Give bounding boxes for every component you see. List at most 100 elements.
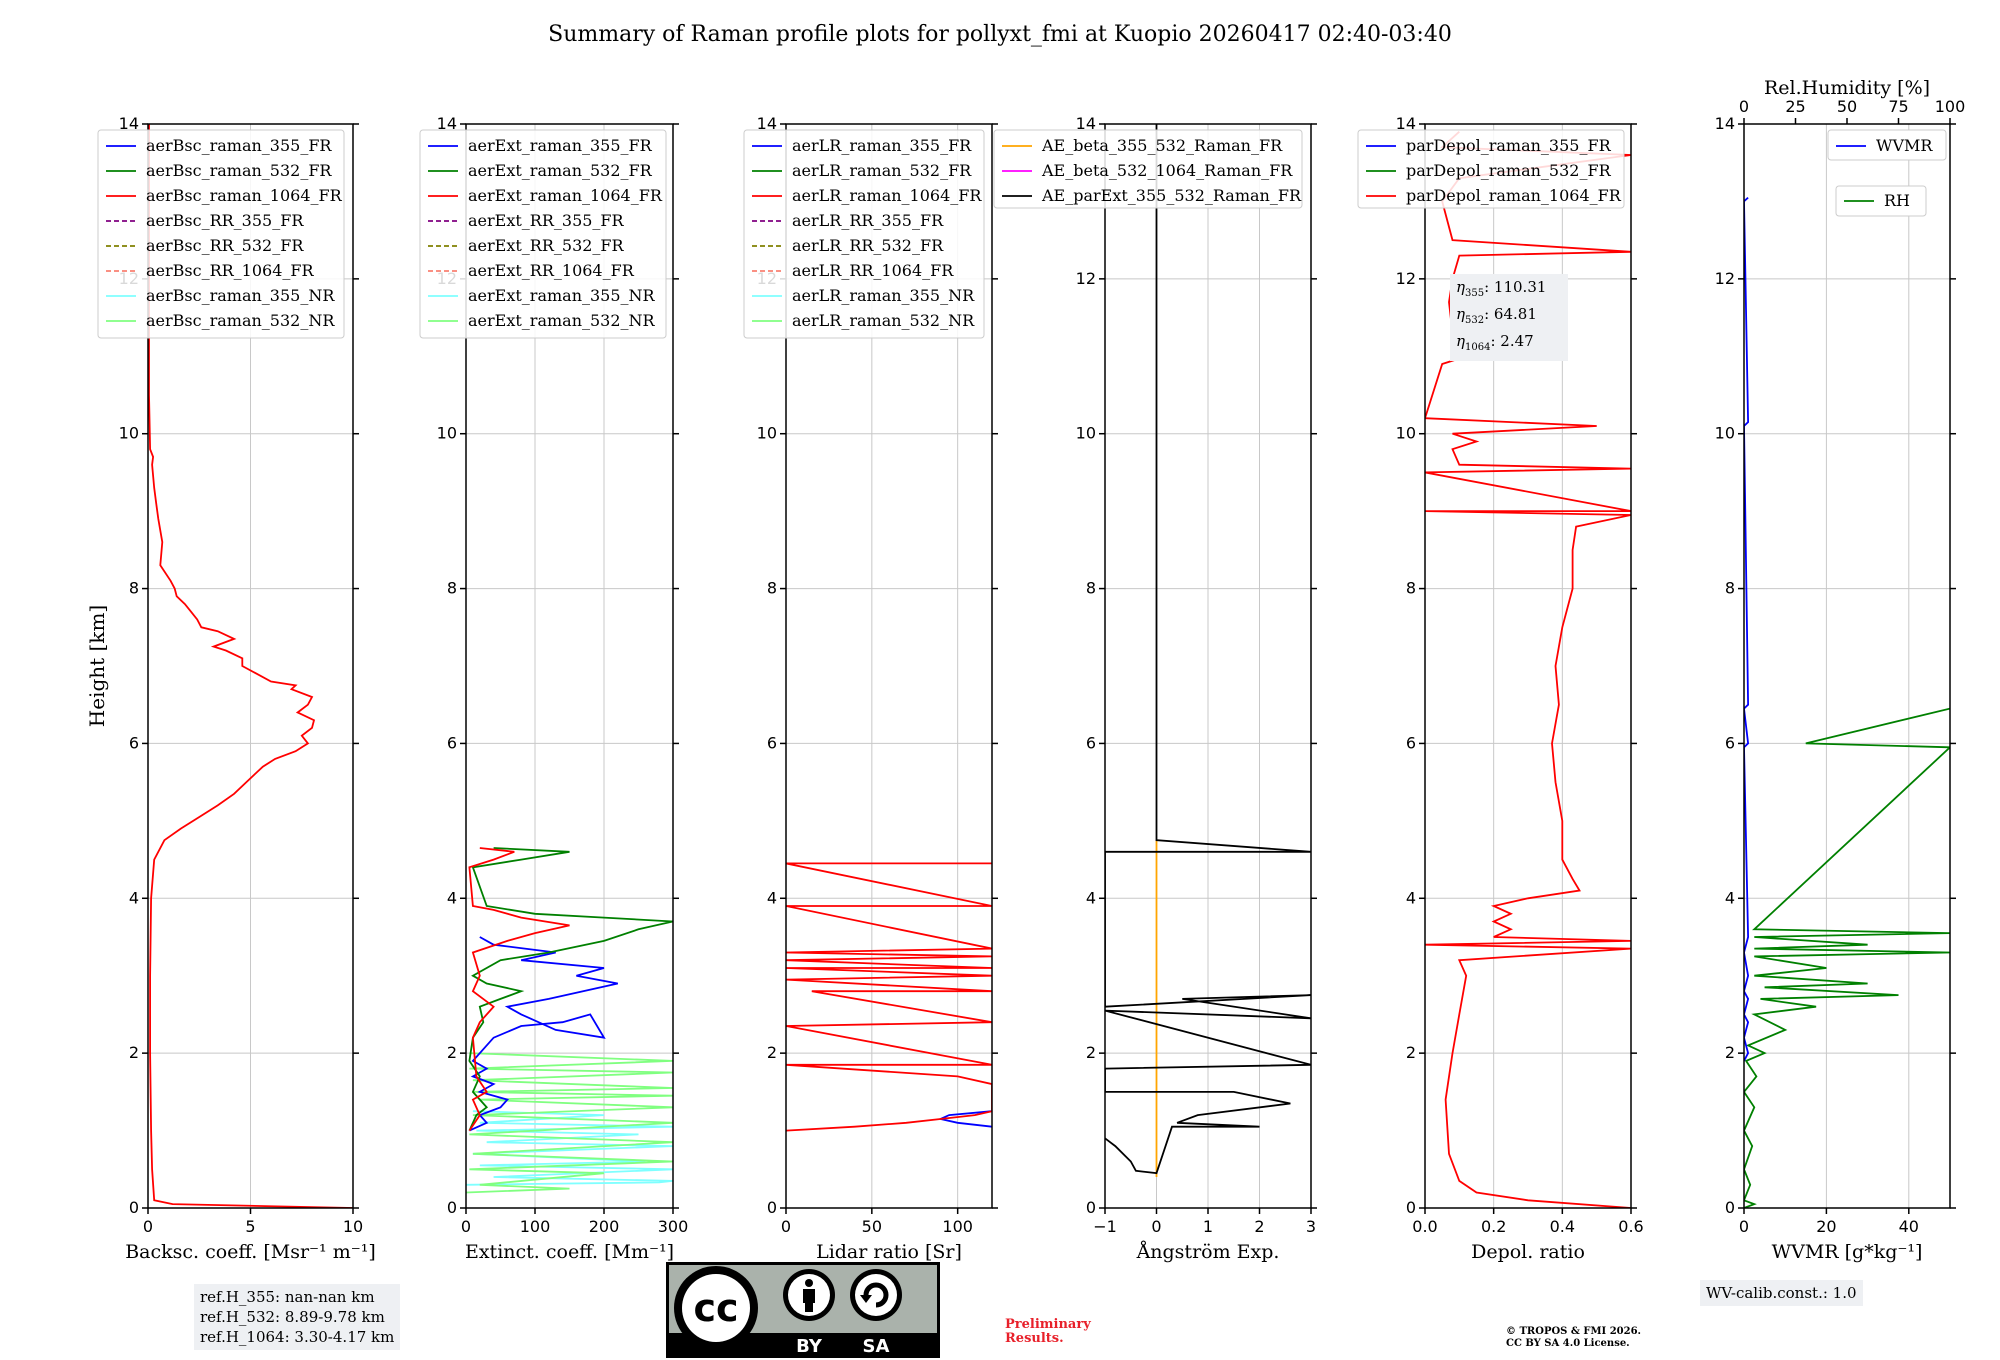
ref-height-532: ref.H_532: 8.89-9.78 km (200, 1308, 385, 1326)
legend-label: aerExt_raman_532_FR (468, 161, 653, 180)
y-tick-label: 12 (1076, 269, 1096, 288)
x-axis-label: Extinct. coeff. [Mm⁻¹] (465, 1241, 674, 1263)
series-line-AE_parExt_355_532_Raman_FR (1105, 124, 1311, 1175)
eta-355: η355: 110.31 (1456, 278, 1547, 299)
top-x-axis-label: Rel.Humidity [%] (1764, 77, 1930, 99)
legend-label: aerExt_RR_1064_FR (468, 261, 635, 280)
y-tick-label: 8 (1725, 579, 1735, 598)
legend-label: aerExt_RR_355_FR (468, 211, 625, 230)
y-tick-label: 8 (767, 579, 777, 598)
top-x-tick-label: 50 (1837, 97, 1857, 116)
legend-box (743, 129, 985, 339)
y-tick-label: 4 (129, 888, 139, 907)
legend-label: WVMR (1876, 136, 1933, 155)
y-tick-label: 2 (129, 1043, 139, 1062)
x-tick-label: −1 (1093, 1217, 1117, 1236)
y-tick-label: 6 (1086, 733, 1096, 752)
x-axis-label: Backsc. coeff. [Msr⁻¹ m⁻¹] (125, 1241, 376, 1263)
x-tick-label: 0.6 (1618, 1217, 1643, 1236)
x-axis-label: WVMR [g*kg⁻¹] (1772, 1241, 1923, 1263)
x-tick-label: 10 (343, 1217, 363, 1236)
y-tick-label: 6 (767, 733, 777, 752)
legend-box (993, 129, 1303, 209)
x-tick-label: 50 (862, 1217, 882, 1236)
axes-frame (785, 123, 993, 1209)
y-tick-label: 4 (1725, 888, 1735, 907)
x-tick-label: 3 (1306, 1217, 1316, 1236)
legend-label: aerBsc_raman_532_FR (146, 161, 332, 180)
series-line-RH (1744, 707, 1950, 1208)
legend-box-rh (1835, 185, 1927, 217)
y-tick-label: 6 (1406, 733, 1416, 752)
axes-frame (1743, 123, 1951, 1209)
y-tick-label: 2 (1406, 1043, 1416, 1062)
legend-label: AE_beta_355_532_Raman_FR (1041, 136, 1283, 155)
series-line-parDepol_raman_1064_FR (1425, 131, 1631, 1208)
series-line-aerLR_raman_1064_FR (786, 862, 992, 1132)
page-title: Summary of Raman profile plots for polly… (548, 22, 1452, 47)
legend-box (419, 129, 667, 339)
x-tick-label: 0 (1739, 1217, 1749, 1236)
axes-frame (1424, 123, 1632, 1209)
x-tick-label: 40 (1899, 1217, 1919, 1236)
legend-label: aerBsc_raman_355_FR (146, 136, 332, 155)
preliminary-line-1: Preliminary (1005, 1317, 1091, 1332)
y-tick-label: 4 (1086, 888, 1096, 907)
y-tick-label: 6 (1725, 733, 1735, 752)
x-tick-label: 300 (658, 1217, 689, 1236)
series-line-aerExt_raman_532_NR (466, 1052, 673, 1194)
x-tick-label: 0 (1151, 1217, 1161, 1236)
legend-label: aerLR_RR_1064_FR (792, 261, 954, 280)
y-tick-label: 2 (1086, 1043, 1096, 1062)
axes-frame (1104, 123, 1312, 1209)
y-tick-label: 6 (129, 733, 139, 752)
x-tick-label: 0.4 (1550, 1217, 1575, 1236)
axes-frame (465, 123, 674, 1209)
y-tick-label: 14 (437, 114, 457, 133)
y-tick-label: 10 (1076, 424, 1096, 443)
wv-calib-text: WV-calib.const.: 1.0 (1706, 1284, 1857, 1302)
legend-label: parDepol_raman_532_FR (1406, 161, 1612, 180)
legend-label: aerExt_RR_532_FR (468, 236, 625, 255)
x-tick-label: 5 (245, 1217, 255, 1236)
x-tick-label: 0.0 (1412, 1217, 1437, 1236)
y-tick-label: 12 (1396, 269, 1416, 288)
legend-label: parDepol_raman_1064_FR (1406, 186, 1622, 205)
legend-box (1357, 129, 1625, 209)
y-tick-label: 14 (119, 114, 139, 133)
legend-label: aerLR_raman_355_FR (792, 136, 972, 155)
y-tick-label: 2 (767, 1043, 777, 1062)
cc-logo-text: cc (693, 1286, 738, 1330)
copyright-note: © TROPOS & FMI 2026. CC BY SA 4.0 Licens… (1506, 1326, 1641, 1350)
y-tick-label: 8 (447, 579, 457, 598)
x-tick-label: 200 (589, 1217, 620, 1236)
axes-frame (147, 123, 354, 1209)
y-tick-label: 14 (757, 114, 777, 133)
ref-heights-box: ref.H_355: nan-nan km ref.H_532: 8.89-9.… (194, 1284, 401, 1350)
legend-box (97, 129, 345, 339)
copyright-line-2: CC BY SA 4.0 License. (1506, 1338, 1630, 1349)
copyright-line-1: © TROPOS & FMI 2026. (1506, 1326, 1642, 1337)
legend-label: aerLR_RR_532_FR (792, 236, 944, 255)
x-tick-label: 20 (1816, 1217, 1836, 1236)
by-label: BY (796, 1336, 823, 1357)
cc-by-sa-badge: cc BY SA (666, 1262, 940, 1358)
y-tick-label: 6 (447, 733, 457, 752)
ref-height-1064: ref.H_1064: 3.30-4.17 km (200, 1328, 395, 1346)
legend-label: aerBsc_RR_355_FR (146, 211, 304, 230)
series-line-aerExt_raman_1064_FR (468, 847, 570, 1132)
legend-label: aerExt_raman_355_FR (468, 136, 653, 155)
eta-box: η355: 110.31 η532: 64.81 η1064: 2.47 (1450, 274, 1568, 361)
x-tick-label: 100 (520, 1217, 551, 1236)
legend-label: RH (1884, 191, 1910, 210)
legend-label: aerLR_raman_532_NR (792, 311, 975, 330)
legend-label: aerBsc_raman_355_NR (146, 286, 335, 305)
y-tick-label: 2 (1725, 1043, 1735, 1062)
x-axis-label: Ångström Exp. (1136, 1241, 1280, 1263)
series-line-aerExt_raman_532_FR (468, 847, 673, 1131)
y-tick-label: 10 (437, 424, 457, 443)
legend-box-wvmr (1827, 129, 1947, 161)
y-tick-label: 0 (1086, 1198, 1096, 1217)
y-tick-label: 0 (129, 1198, 139, 1217)
y-tick-label: 12 (1715, 269, 1735, 288)
